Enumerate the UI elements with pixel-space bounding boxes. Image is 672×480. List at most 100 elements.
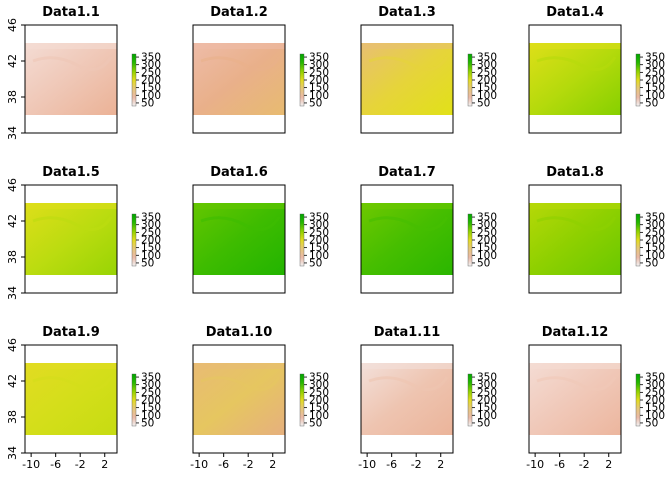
legend-label: 150: [141, 242, 161, 254]
legend-label: 100: [645, 90, 665, 102]
panel-title: Data1.12: [542, 325, 609, 340]
legend-label: 350: [309, 212, 329, 224]
legend-bar: [299, 373, 305, 427]
plot-frame: [24, 344, 118, 454]
legend-label: 200: [141, 75, 161, 87]
raster-band: [25, 363, 117, 369]
legend-label: 350: [477, 372, 497, 384]
x-tick-label: -6: [218, 458, 229, 471]
legend-label: 150: [645, 82, 665, 94]
panel-title: Data1.3: [378, 5, 436, 20]
legend-label: 50: [309, 257, 322, 269]
plot-frame: [528, 344, 622, 454]
y-tick-label: 34: [6, 446, 19, 460]
x-tick-label: 2: [437, 458, 444, 471]
raster-band: [361, 43, 453, 49]
raster-area: [361, 203, 453, 275]
legend-label: 50: [477, 257, 490, 269]
x-tick-label: -2: [579, 458, 590, 471]
legend-label: 150: [309, 82, 329, 94]
legend-bar: [467, 373, 473, 427]
y-tick-label: 38: [6, 410, 19, 424]
legend-label: 50: [141, 417, 154, 429]
legend-label: 250: [645, 227, 665, 239]
legend-label: 200: [309, 75, 329, 87]
x-tick-label: -10: [22, 458, 40, 471]
legend-label: 250: [309, 227, 329, 239]
plot-frame: [360, 184, 454, 294]
panel-title: Data1.4: [546, 5, 604, 20]
panel-title: Data1.9: [42, 325, 100, 340]
legend-label: 350: [309, 372, 329, 384]
x-tick-label: -2: [243, 458, 254, 471]
legend-label: 100: [309, 250, 329, 262]
legend-label: 100: [477, 90, 497, 102]
legend-label: 300: [477, 379, 497, 391]
legend-label: 350: [141, 52, 161, 64]
raster-area: [193, 43, 285, 115]
raster-ridge: [368, 216, 449, 231]
x-tick-label: -6: [50, 458, 61, 471]
x-tick-label: -2: [75, 458, 86, 471]
legend-label: 350: [645, 52, 665, 64]
raster-area: [529, 203, 621, 275]
x-tick-label: -6: [386, 458, 397, 471]
legend-label: 150: [477, 82, 497, 94]
y-tick-label: 46: [6, 178, 19, 192]
plot-frame: [192, 24, 286, 134]
y-tick-label: 42: [6, 374, 19, 388]
raster-area: [25, 363, 117, 435]
plot-frame: [360, 344, 454, 454]
plot-frame: [24, 184, 118, 294]
legend-label: 300: [477, 219, 497, 231]
legend-label: 300: [141, 219, 161, 231]
panel-title: Data1.8: [546, 165, 604, 180]
legend-label: 350: [141, 212, 161, 224]
raster-area: [361, 363, 453, 435]
legend-label: 250: [645, 387, 665, 399]
legend-label: 250: [309, 67, 329, 79]
y-tick-label: 34: [6, 126, 19, 140]
panel-title: Data1.5: [42, 165, 100, 180]
legend-bar: [635, 373, 641, 427]
legend-label: 250: [477, 387, 497, 399]
raster-band: [25, 43, 117, 49]
raster-ridge: [32, 56, 113, 71]
raster-ridge: [200, 56, 281, 71]
raster-band: [193, 363, 285, 369]
raster-area: [529, 43, 621, 115]
plot-frame: [528, 184, 622, 294]
legend-bar: [467, 53, 473, 107]
x-tick-label: 2: [269, 458, 276, 471]
raster-ridge: [536, 216, 617, 231]
raster-ridge: [536, 376, 617, 391]
raster-band: [193, 203, 285, 209]
legend-label: 250: [477, 227, 497, 239]
legend-label: 100: [645, 250, 665, 262]
y-tick-label: 34: [6, 286, 19, 300]
legend-label: 200: [645, 235, 665, 247]
legend-label: 200: [645, 395, 665, 407]
legend-label: 300: [309, 379, 329, 391]
legend-label: 300: [477, 59, 497, 71]
legend-label: 300: [645, 379, 665, 391]
panel-title: Data1.1: [42, 5, 100, 20]
raster-band: [361, 203, 453, 209]
legend-label: 150: [141, 82, 161, 94]
legend-label: 150: [645, 242, 665, 254]
raster-band: [529, 43, 621, 49]
legend-bar: [299, 213, 305, 267]
legend-label: 50: [477, 97, 490, 109]
raster-ridge: [200, 376, 281, 391]
raster-ridge: [368, 56, 449, 71]
y-tick-label: 38: [6, 250, 19, 264]
